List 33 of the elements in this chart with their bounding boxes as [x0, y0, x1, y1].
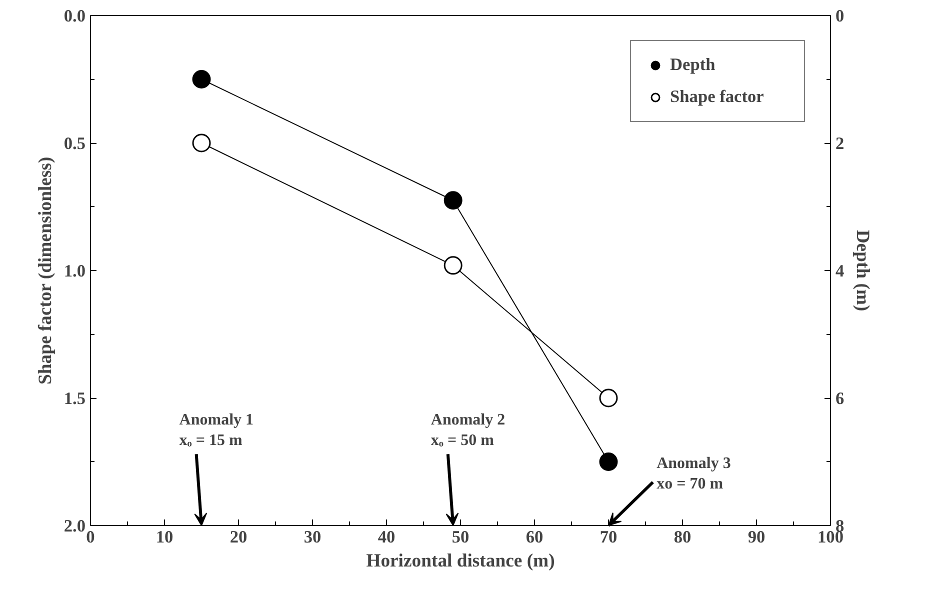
- y-tick-label: 0.0: [64, 6, 86, 26]
- annotation: Anomaly 3 xo = 70 m: [656, 454, 731, 492]
- x-tick-label: 70: [600, 528, 618, 546]
- y2-tick-label: 6: [836, 389, 844, 408]
- y2-tick-label: 0: [836, 6, 844, 26]
- x-tick-label: 10: [156, 528, 174, 546]
- annotation: Anomaly 2 xₒ = 50 m: [430, 412, 506, 449]
- x-tick-label: 20: [230, 528, 248, 546]
- annotation: Anomaly 1 xₒ = 15 m: [179, 412, 254, 449]
- x-tick-label: 40: [378, 528, 396, 546]
- point: [192, 134, 211, 152]
- point: [599, 452, 618, 471]
- x-tick-label: 50: [452, 528, 470, 546]
- point: [444, 256, 462, 275]
- x-tick-label: 30: [304, 528, 322, 546]
- y-axis-title: Shape factor (dimensionless): [34, 156, 56, 385]
- y-tick-label: 0.5: [64, 134, 86, 153]
- x-tick-label: 80: [674, 528, 692, 546]
- x-tick-label: 60: [526, 528, 544, 546]
- legend-label: Shape factor: [670, 87, 765, 107]
- point: [599, 388, 618, 408]
- y-tick-label: 1.0: [64, 262, 86, 280]
- x-tick-label: 90: [748, 528, 766, 546]
- y2-axis-title: Depth (m): [852, 230, 874, 312]
- y-tick-label: 1.5: [64, 389, 86, 408]
- point: [192, 70, 211, 88]
- point: [444, 191, 462, 210]
- x-axis-title: Horizontal distance (m): [366, 550, 555, 572]
- y-tick-label: 2.0: [64, 516, 86, 536]
- y2-tick-label: 4: [836, 262, 844, 280]
- x-tick-label: 0: [86, 528, 95, 546]
- legend-label: Depth: [670, 55, 716, 75]
- y2-tick-label: 2: [836, 134, 844, 153]
